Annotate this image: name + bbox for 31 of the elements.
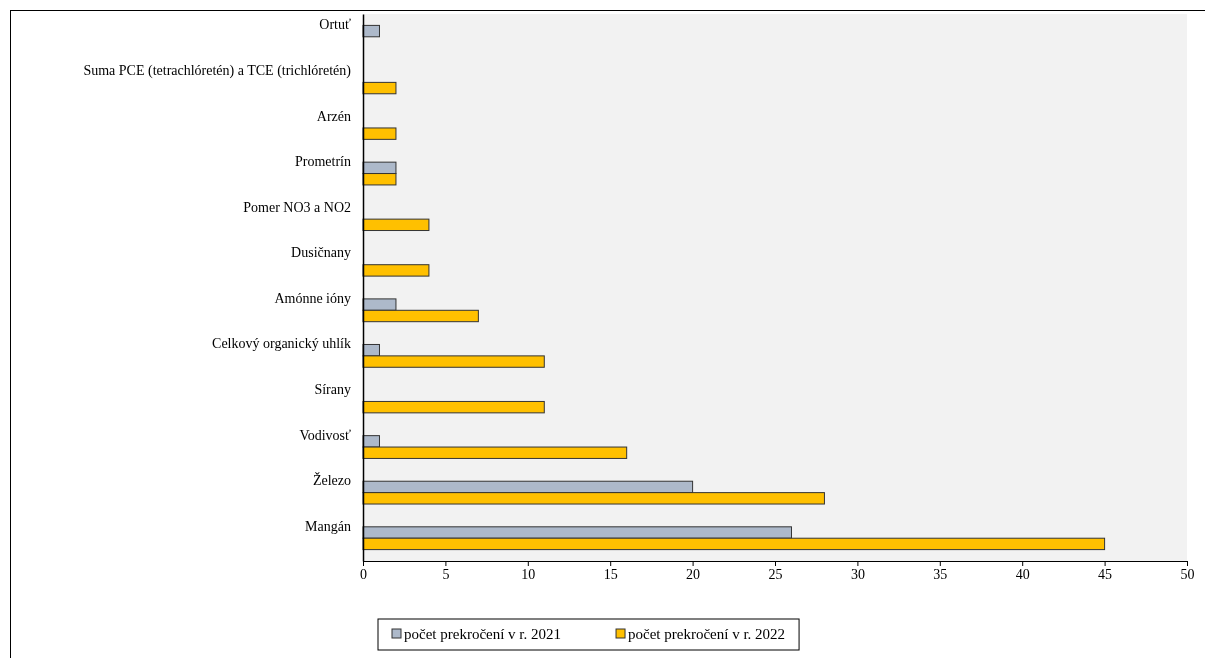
x-tick-label: 45 [1098,566,1113,582]
y-tick-label: Mangán [305,518,351,534]
y-tick-label: Arzén [316,108,351,124]
y-tick-label: Celkový organický uhlík [212,336,351,352]
x-tick-label: 50 [1180,566,1195,582]
legend-label: počet prekročení v r. 2022 [628,626,786,642]
x-tick-label: 25 [768,566,783,582]
x-tick-label: 40 [1015,566,1030,582]
x-tick-label: 35 [933,566,948,582]
x-tick-label: 5 [442,566,450,582]
bar [362,24,380,38]
x-tick-label: 30 [850,566,865,582]
x-tick-label: 20 [686,566,701,582]
y-tick-label: Prometrín [295,154,351,170]
y-tick-label: Amónne ióny [274,290,351,306]
y-tick-label: Vodivosť [299,427,352,443]
legend-label: počet prekročení v r. 2021 [404,626,562,642]
x-tick-label: 15 [603,566,618,582]
bar [362,81,397,95]
y-tick-label: Pomer NO3 a NO2 [243,199,351,215]
x-tick-label: 0 [360,566,367,582]
bar [362,127,397,140]
y-tick-label: Dusičnany [291,245,351,261]
bar [362,264,430,277]
y-tick-label: Železo [312,472,351,489]
y-tick-label: Ortuť [319,17,352,33]
y-tick-label: Suma PCE (tetrachlóretén) a TCE (trichlóretén) [83,62,352,79]
x-tick-label: 10 [521,566,536,582]
y-tick-label: Sírany [314,382,351,398]
bar [362,400,545,414]
bar [362,218,430,232]
